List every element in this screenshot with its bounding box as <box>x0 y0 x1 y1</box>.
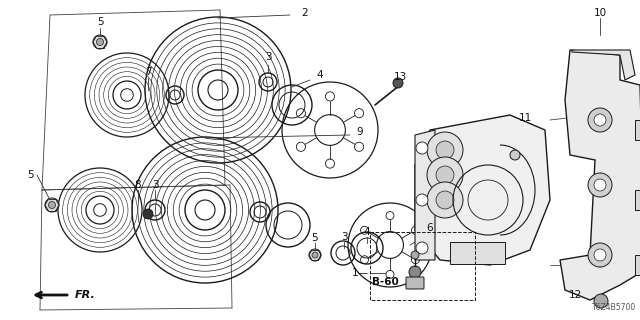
Circle shape <box>312 252 318 258</box>
Bar <box>635 120 640 140</box>
Polygon shape <box>572 50 635 80</box>
Text: 3: 3 <box>152 180 158 190</box>
Text: 4: 4 <box>364 227 371 237</box>
Text: 6: 6 <box>427 223 433 233</box>
Text: 13: 13 <box>394 72 406 82</box>
Circle shape <box>143 209 153 219</box>
Bar <box>450 242 505 264</box>
Polygon shape <box>415 130 435 260</box>
Text: B-60: B-60 <box>372 277 398 287</box>
Bar <box>635 255 640 275</box>
Circle shape <box>436 141 454 159</box>
Circle shape <box>309 249 321 261</box>
Circle shape <box>588 108 612 132</box>
Text: 5: 5 <box>97 17 103 27</box>
Text: 2: 2 <box>301 8 308 18</box>
Text: 3: 3 <box>265 52 271 62</box>
Bar <box>635 190 640 210</box>
Circle shape <box>427 182 463 218</box>
Circle shape <box>594 179 606 191</box>
Circle shape <box>427 157 463 193</box>
Text: 4: 4 <box>317 70 323 80</box>
Bar <box>370 232 475 300</box>
Text: 8: 8 <box>134 180 141 190</box>
Text: 3: 3 <box>340 232 348 242</box>
Text: 5: 5 <box>312 233 318 243</box>
Circle shape <box>510 150 520 160</box>
Text: FR.: FR. <box>75 290 96 300</box>
FancyBboxPatch shape <box>406 277 424 289</box>
Circle shape <box>411 251 419 259</box>
Circle shape <box>436 166 454 184</box>
Polygon shape <box>415 115 550 265</box>
Circle shape <box>427 132 463 168</box>
Circle shape <box>416 142 428 154</box>
Circle shape <box>416 194 428 206</box>
Text: 10: 10 <box>593 8 607 18</box>
Text: 12: 12 <box>568 290 582 300</box>
Circle shape <box>588 243 612 267</box>
Text: T6Z4B5700: T6Z4B5700 <box>592 303 636 312</box>
Polygon shape <box>560 50 640 300</box>
Circle shape <box>393 78 403 88</box>
Text: 7: 7 <box>145 67 151 77</box>
Circle shape <box>409 266 421 278</box>
Circle shape <box>594 249 606 261</box>
Circle shape <box>93 35 107 49</box>
Circle shape <box>45 198 59 212</box>
Circle shape <box>436 191 454 209</box>
Text: 5: 5 <box>27 170 33 180</box>
Circle shape <box>49 202 56 209</box>
Circle shape <box>588 173 612 197</box>
Circle shape <box>97 38 104 45</box>
Circle shape <box>594 114 606 126</box>
Text: 1—: 1— <box>351 268 369 278</box>
Text: 11: 11 <box>518 113 532 123</box>
Circle shape <box>416 242 428 254</box>
Circle shape <box>594 294 608 308</box>
Text: 9: 9 <box>356 127 364 137</box>
